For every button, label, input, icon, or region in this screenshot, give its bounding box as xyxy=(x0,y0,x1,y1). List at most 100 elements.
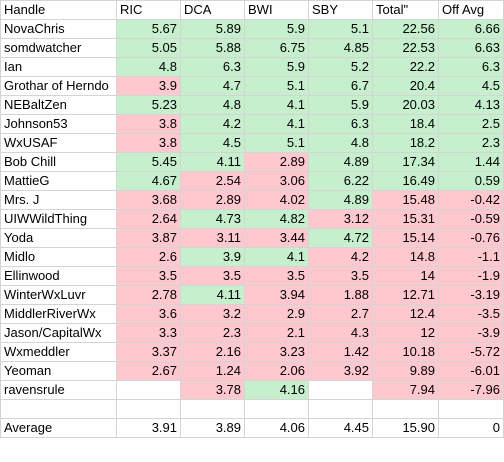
ric-cell[interactable]: 3.87 xyxy=(116,228,181,248)
off-avg-cell[interactable]: -7.96 xyxy=(438,380,504,400)
sby-cell[interactable]: 6.3 xyxy=(308,114,373,134)
dca-cell[interactable]: 4.73 xyxy=(180,209,245,229)
sby-cell[interactable]: 4.89 xyxy=(308,152,373,172)
dca-cell[interactable]: 4.5 xyxy=(180,133,245,153)
ric-cell[interactable]: 3.6 xyxy=(116,304,181,324)
handle-cell[interactable]: Jason/CapitalWx xyxy=(0,323,117,343)
handle-cell[interactable]: ravensrule xyxy=(0,380,117,400)
total-cell[interactable]: 17.34 xyxy=(372,152,439,172)
sby-cell[interactable]: 1.88 xyxy=(308,285,373,305)
total-cell[interactable]: 12 xyxy=(372,323,439,343)
bwi-cell[interactable]: 3.44 xyxy=(244,228,309,248)
handle-cell[interactable]: Ian xyxy=(0,57,117,77)
dca-cell[interactable]: 1.24 xyxy=(180,361,245,381)
bwi-cell[interactable]: 2.89 xyxy=(244,152,309,172)
off-avg-cell[interactable]: -3.19 xyxy=(438,285,504,305)
bwi-cell[interactable]: 4.1 xyxy=(244,95,309,115)
average-off-avg-cell[interactable]: 0 xyxy=(438,418,504,438)
off-avg-cell[interactable]: -5.72 xyxy=(438,342,504,362)
average-ric-cell[interactable]: 3.91 xyxy=(116,418,181,438)
sby-cell[interactable]: 6.7 xyxy=(308,76,373,96)
handle-cell[interactable]: Mrs. J xyxy=(0,190,117,210)
off-avg-cell[interactable]: -1.1 xyxy=(438,247,504,267)
sby-cell[interactable]: 4.72 xyxy=(308,228,373,248)
dca-cell[interactable]: 2.54 xyxy=(180,171,245,191)
total-cell[interactable]: 15.14 xyxy=(372,228,439,248)
ric-cell[interactable]: 5.23 xyxy=(116,95,181,115)
bwi-cell[interactable]: 2.06 xyxy=(244,361,309,381)
dca-cell[interactable]: 3.78 xyxy=(180,380,245,400)
off-avg-cell[interactable]: -0.59 xyxy=(438,209,504,229)
off-avg-cell[interactable]: -1.9 xyxy=(438,266,504,286)
bwi-cell[interactable]: 3.23 xyxy=(244,342,309,362)
empty-cell[interactable] xyxy=(308,399,373,419)
sby-cell[interactable]: 1.42 xyxy=(308,342,373,362)
off-avg-cell[interactable]: 6.66 xyxy=(438,19,504,39)
dca-cell[interactable]: 3.9 xyxy=(180,247,245,267)
dca-cell[interactable]: 2.89 xyxy=(180,190,245,210)
total-cell[interactable]: 18.4 xyxy=(372,114,439,134)
total-cell[interactable]: 22.2 xyxy=(372,57,439,77)
empty-cell[interactable] xyxy=(244,399,309,419)
off-avg-cell[interactable]: 0.59 xyxy=(438,171,504,191)
empty-cell[interactable] xyxy=(116,399,181,419)
sby-cell[interactable] xyxy=(308,380,373,400)
total-cell[interactable]: 20.03 xyxy=(372,95,439,115)
empty-cell[interactable] xyxy=(372,399,439,419)
off-avg-cell[interactable]: 4.5 xyxy=(438,76,504,96)
total-cell[interactable]: 10.18 xyxy=(372,342,439,362)
off-avg-cell[interactable]: 6.3 xyxy=(438,57,504,77)
sby-cell[interactable]: 6.22 xyxy=(308,171,373,191)
bwi-cell[interactable]: 3.94 xyxy=(244,285,309,305)
handle-cell[interactable]: somdwatcher xyxy=(0,38,117,58)
dca-cell[interactable]: 3.5 xyxy=(180,266,245,286)
average-label[interactable]: Average xyxy=(0,418,117,438)
sby-cell[interactable]: 3.12 xyxy=(308,209,373,229)
average-dca-cell[interactable]: 3.89 xyxy=(180,418,245,438)
handle-cell[interactable]: Wxmeddler xyxy=(0,342,117,362)
sby-cell[interactable]: 4.3 xyxy=(308,323,373,343)
off-avg-cell[interactable]: 4.13 xyxy=(438,95,504,115)
sby-cell[interactable]: 4.2 xyxy=(308,247,373,267)
bwi-cell[interactable]: 6.75 xyxy=(244,38,309,58)
off-avg-cell[interactable]: 2.3 xyxy=(438,133,504,153)
off-avg-cell[interactable]: 2.5 xyxy=(438,114,504,134)
ric-cell[interactable]: 4.67 xyxy=(116,171,181,191)
handle-cell[interactable]: Yeoman xyxy=(0,361,117,381)
ric-cell[interactable]: 4.8 xyxy=(116,57,181,77)
bwi-cell[interactable]: 5.9 xyxy=(244,57,309,77)
column-header-off-avg[interactable]: Off Avg xyxy=(438,0,504,20)
total-cell[interactable]: 9.89 xyxy=(372,361,439,381)
dca-cell[interactable]: 4.7 xyxy=(180,76,245,96)
total-cell[interactable]: 20.4 xyxy=(372,76,439,96)
ric-cell[interactable]: 3.68 xyxy=(116,190,181,210)
total-cell[interactable]: 22.56 xyxy=(372,19,439,39)
handle-cell[interactable]: WinterWxLuvr xyxy=(0,285,117,305)
column-header-ric[interactable]: RIC xyxy=(116,0,181,20)
total-cell[interactable]: 12.71 xyxy=(372,285,439,305)
handle-cell[interactable]: Ellinwood xyxy=(0,266,117,286)
ric-cell[interactable] xyxy=(116,380,181,400)
column-header-dca[interactable]: DCA xyxy=(180,0,245,20)
bwi-cell[interactable]: 5.1 xyxy=(244,76,309,96)
sby-cell[interactable]: 3.5 xyxy=(308,266,373,286)
handle-cell[interactable]: Bob Chill xyxy=(0,152,117,172)
total-cell[interactable]: 22.53 xyxy=(372,38,439,58)
bwi-cell[interactable]: 2.9 xyxy=(244,304,309,324)
sby-cell[interactable]: 4.89 xyxy=(308,190,373,210)
off-avg-cell[interactable]: -6.01 xyxy=(438,361,504,381)
ric-cell[interactable]: 5.45 xyxy=(116,152,181,172)
total-cell[interactable]: 14 xyxy=(372,266,439,286)
dca-cell[interactable]: 3.2 xyxy=(180,304,245,324)
dca-cell[interactable]: 2.3 xyxy=(180,323,245,343)
dca-cell[interactable]: 6.3 xyxy=(180,57,245,77)
bwi-cell[interactable]: 3.06 xyxy=(244,171,309,191)
average-total-cell[interactable]: 15.90 xyxy=(372,418,439,438)
off-avg-cell[interactable]: -3.9 xyxy=(438,323,504,343)
dca-cell[interactable]: 4.8 xyxy=(180,95,245,115)
bwi-cell[interactable]: 5.9 xyxy=(244,19,309,39)
handle-cell[interactable]: Grothar of Herndo xyxy=(0,76,117,96)
total-cell[interactable]: 18.2 xyxy=(372,133,439,153)
total-cell[interactable]: 7.94 xyxy=(372,380,439,400)
sby-cell[interactable]: 5.9 xyxy=(308,95,373,115)
